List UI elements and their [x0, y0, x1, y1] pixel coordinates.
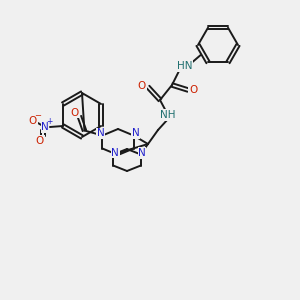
Text: +: + — [46, 118, 52, 127]
Text: −: − — [34, 112, 41, 121]
Text: O: O — [70, 107, 79, 118]
Text: N: N — [132, 128, 140, 139]
Text: N: N — [138, 148, 146, 158]
Text: NH: NH — [160, 110, 176, 120]
Text: N: N — [111, 148, 119, 158]
Text: O: O — [36, 136, 44, 146]
Text: O: O — [138, 81, 146, 91]
Text: N: N — [41, 122, 49, 132]
Text: HN: HN — [177, 61, 193, 71]
Text: O: O — [29, 116, 37, 126]
Text: N: N — [97, 128, 104, 139]
Text: O: O — [189, 85, 197, 95]
